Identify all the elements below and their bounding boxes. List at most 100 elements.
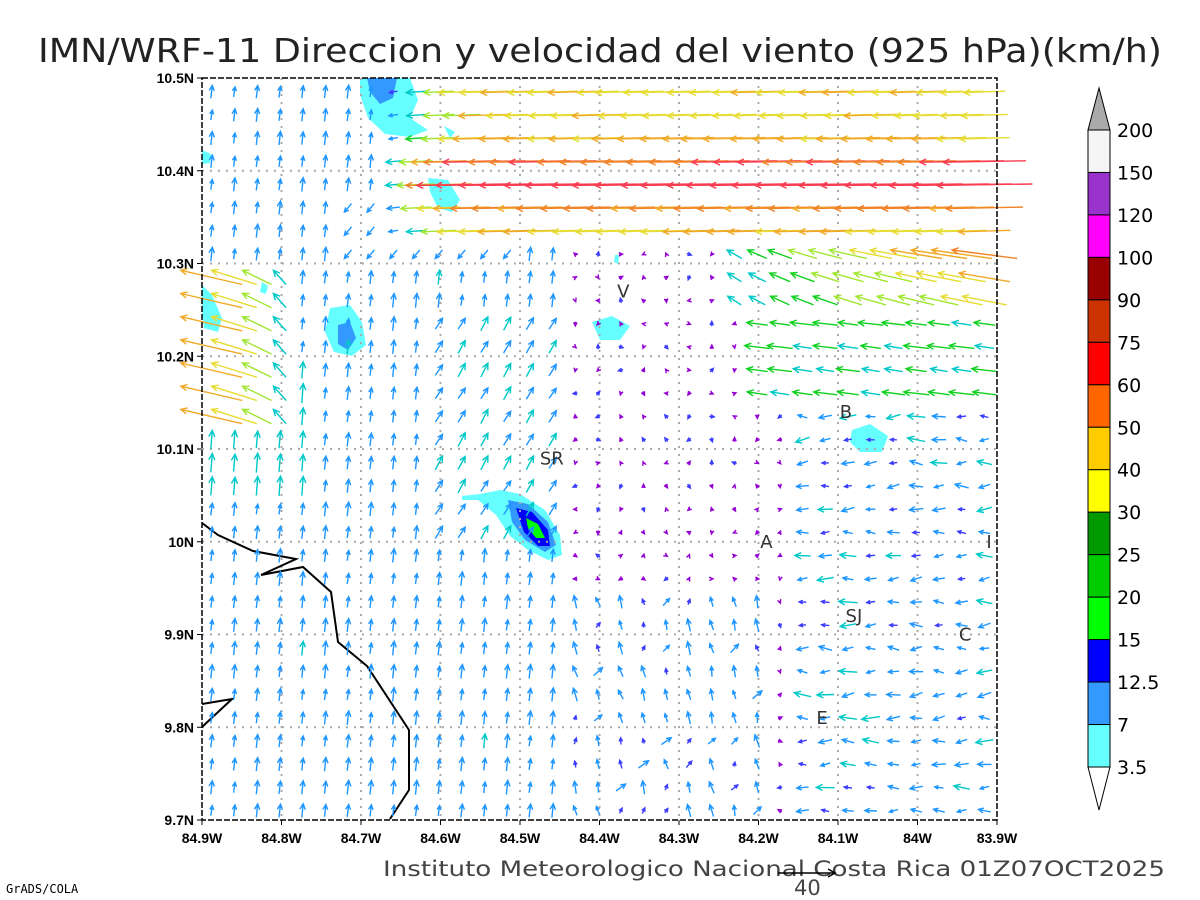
wind-vector — [886, 738, 900, 745]
wind-vector — [573, 367, 578, 374]
station-label: A — [760, 532, 773, 553]
wind-vector — [277, 154, 283, 167]
wind-vector — [548, 363, 558, 377]
wind-vector — [663, 460, 669, 465]
wind-vector — [387, 89, 398, 95]
wind-vector — [322, 547, 329, 562]
wind-vector — [390, 291, 397, 308]
wind-vector — [390, 338, 397, 354]
wind-vector — [594, 274, 600, 280]
wind-vector — [595, 530, 601, 537]
wind-vector — [959, 111, 1008, 120]
wind-vector — [481, 616, 488, 633]
wind-vector — [254, 548, 261, 562]
wind-vector — [818, 715, 831, 721]
wind-vector — [209, 108, 215, 121]
lon-tick-label: 84.9W — [182, 830, 223, 846]
wind-vector — [481, 640, 488, 655]
wind-vector — [619, 320, 624, 327]
wind-vector — [322, 571, 329, 585]
wind-vector — [276, 570, 284, 586]
wind-vector — [322, 245, 329, 262]
wind-vector — [791, 389, 813, 397]
wind-vector — [754, 459, 760, 465]
wind-vector — [272, 315, 287, 332]
wind-vector — [366, 203, 375, 214]
wind-vector — [276, 733, 283, 748]
wind-vector — [368, 733, 374, 747]
wind-vector — [479, 249, 489, 260]
wind-vector — [887, 808, 899, 814]
lon-tick-label: 83.9W — [977, 830, 1018, 846]
wind-vector — [883, 342, 903, 351]
wind-vector — [179, 291, 243, 309]
wind-vector — [753, 594, 761, 609]
wind-vector — [906, 435, 926, 443]
wind-vector — [708, 710, 715, 724]
wind-vector — [860, 714, 881, 723]
colorbar-swatch — [1087, 724, 1111, 768]
wind-vector — [413, 733, 420, 748]
wind-vector — [754, 576, 761, 582]
wind-vector — [299, 382, 307, 404]
wind-vector — [686, 483, 692, 490]
wind-vector — [322, 84, 329, 99]
wind-vector — [413, 778, 420, 795]
wind-vector — [413, 409, 420, 423]
wind-vector — [272, 269, 287, 285]
wind-vector — [413, 385, 420, 400]
wind-vector — [277, 664, 283, 678]
colorbar-swatch — [1087, 256, 1111, 301]
wind-vector — [769, 295, 790, 306]
wind-vector — [480, 340, 489, 353]
wind-vector — [322, 616, 329, 633]
wind-vector — [549, 779, 557, 795]
colorbar-label: 60 — [1117, 375, 1141, 397]
wind-vector — [864, 623, 877, 629]
wind-vector — [777, 552, 783, 558]
wind-vector — [526, 802, 534, 818]
wind-vector — [838, 621, 857, 630]
wind-vector — [231, 571, 238, 585]
wind-vector — [345, 572, 351, 585]
wind-vector — [387, 112, 399, 118]
wind-vector — [276, 547, 284, 563]
wind-vector — [955, 436, 968, 443]
wind-vector — [527, 570, 534, 586]
wind-vector — [747, 272, 767, 283]
wind-vector — [834, 365, 860, 374]
wind-vector — [502, 385, 512, 401]
wind-vector — [617, 711, 624, 724]
wind-vector — [209, 525, 215, 538]
wind-vector — [617, 576, 624, 581]
wind-vector — [345, 733, 352, 748]
wind-vector — [926, 319, 950, 327]
wind-vector — [641, 644, 646, 652]
wind-vector — [820, 460, 829, 466]
wind-vector — [413, 803, 420, 817]
lat-tick-label: 9.9N — [164, 627, 194, 643]
wind-vector — [299, 756, 306, 771]
wind-vector — [794, 807, 810, 814]
wind-vector — [504, 756, 511, 772]
wind-vector — [525, 339, 535, 354]
wind-vector — [617, 688, 624, 700]
wind-vector — [708, 687, 715, 701]
wind-vector — [769, 389, 790, 397]
wind-vector — [549, 269, 556, 284]
wind-vector — [231, 663, 238, 679]
wind-vector — [796, 576, 808, 582]
wind-vector — [709, 343, 715, 350]
wind-vector — [930, 436, 947, 444]
wind-vector — [617, 553, 624, 559]
wind-vector — [210, 384, 258, 402]
wind-vector — [709, 319, 715, 327]
wind-vector — [777, 716, 784, 721]
wind-vector — [932, 529, 945, 535]
wind-vector — [413, 432, 420, 445]
wind-vector — [322, 386, 329, 399]
wind-vector — [619, 413, 624, 420]
wind-vector — [902, 388, 930, 397]
wind-vector — [908, 691, 923, 699]
wind-vector — [909, 599, 923, 605]
